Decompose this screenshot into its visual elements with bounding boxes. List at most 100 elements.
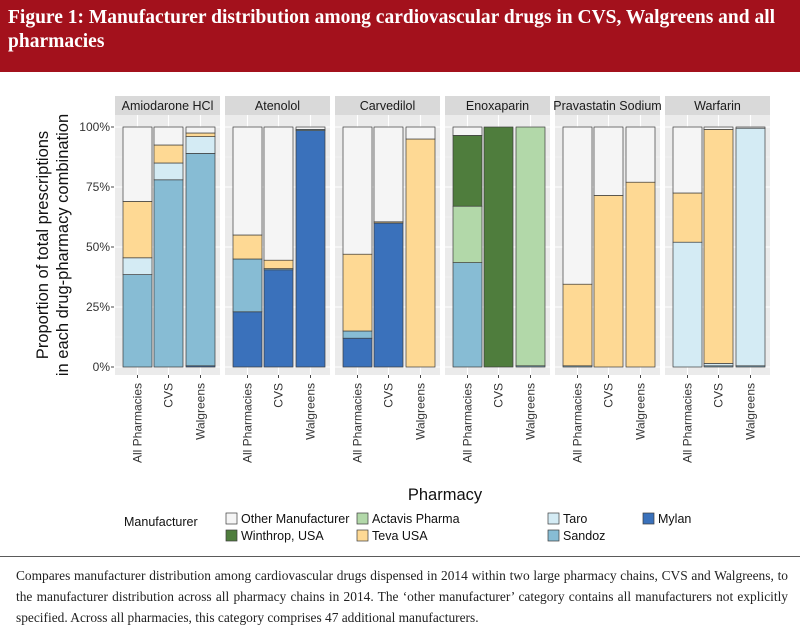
x-tick-label: All Pharmacies xyxy=(571,383,585,463)
bar-segment-amiodarone-hcl-walgreens-sandoz xyxy=(185,153,216,367)
bar-segment-atenolol-cvs-teva-usa xyxy=(263,259,294,269)
legend-label-actavis-pharma: Actavis Pharma xyxy=(372,512,460,526)
legend-label-mylan: Mylan xyxy=(658,512,691,526)
facet-strip xyxy=(115,96,220,115)
x-tick-label: Walgreens xyxy=(304,383,318,440)
bar-segment-atenolol-cvs-other-manufacturer xyxy=(263,126,294,261)
bar-segment-atenolol-all-pharmacies-other-manufacturer xyxy=(232,126,263,236)
facet-strip xyxy=(445,96,550,115)
facet-title-carvedilol: Carvedilol xyxy=(360,99,416,113)
bar-segment-carvedilol-cvs-other-manufacturer xyxy=(373,126,404,223)
x-tick-label: Walgreens xyxy=(744,383,758,440)
bar-segment-amiodarone-hcl-all-pharmacies-teva-usa xyxy=(122,201,153,259)
legend-swatch-winthrop-usa xyxy=(225,529,238,542)
facet-strip xyxy=(665,96,770,115)
bar-segment-enoxaparin-all-pharmacies-actavis-pharma xyxy=(452,205,483,263)
bar-segment-carvedilol-all-pharmacies-teva-usa xyxy=(342,253,373,332)
x-axis-label: Pharmacy xyxy=(408,486,483,504)
legend-label-winthrop-usa: Winthrop, USA xyxy=(241,529,324,543)
bar-segment-warfarin-all-pharmacies-other-manufacturer xyxy=(672,126,703,194)
legend-swatch-actavis-pharma xyxy=(356,512,369,525)
legend-label-other-manufacturer: Other Manufacturer xyxy=(241,512,349,526)
bar-segment-amiodarone-hcl-cvs-other-manufacturer xyxy=(153,126,184,146)
x-tick-label: All Pharmacies xyxy=(681,383,695,463)
legend-swatch-teva-usa xyxy=(356,529,369,542)
bar-segment-pravastatin-sodium-walgreens-teva-usa xyxy=(625,181,656,368)
facet-strip xyxy=(555,96,660,115)
y-tick-label: 100% xyxy=(79,120,110,134)
bar-segment-pravastatin-sodium-all-pharmacies-teva-usa xyxy=(562,283,593,367)
figure-caption: Compares manufacturer distribution among… xyxy=(0,556,800,632)
x-tick-label: CVS xyxy=(382,383,396,408)
x-tick-label: Walgreens xyxy=(634,383,648,440)
chart-area: 0% 25% 50% 75% 100% Proportion of total presc… xyxy=(0,74,800,556)
legend-label-sandoz: Sandoz xyxy=(563,529,605,543)
facet-title-atenolol: Atenolol xyxy=(255,99,300,113)
faceted-stacked-bar-chart: 0% 25% 50% 75% 100% Proportion of total presc… xyxy=(34,96,770,543)
x-tick-label: CVS xyxy=(602,383,616,408)
bar-segment-atenolol-all-pharmacies-teva-usa xyxy=(232,234,263,260)
bar-segment-pravastatin-sodium-walgreens-other-manufacturer xyxy=(625,126,656,183)
bar-segment-amiodarone-hcl-all-pharmacies-taro xyxy=(122,257,153,275)
y-tick-label: 25% xyxy=(86,300,110,314)
bar-segment-pravastatin-sodium-cvs-other-manufacturer xyxy=(593,126,624,196)
bar-segment-amiodarone-hcl-walgreens-other-manufacturer xyxy=(185,126,216,134)
bar-segment-atenolol-cvs-mylan xyxy=(263,269,294,368)
bar-segment-warfarin-walgreens-taro xyxy=(735,127,766,367)
legend-title: Manufacturer xyxy=(124,515,198,529)
bar-segment-carvedilol-all-pharmacies-mylan xyxy=(342,337,373,368)
bar-segment-enoxaparin-walgreens-actavis-pharma xyxy=(515,126,546,367)
bar-segment-amiodarone-hcl-cvs-sandoz xyxy=(153,179,184,368)
bar-segment-amiodarone-hcl-all-pharmacies-sandoz xyxy=(122,274,153,368)
bar-segment-amiodarone-hcl-all-pharmacies-other-manufacturer xyxy=(122,126,153,202)
x-tick-label: Walgreens xyxy=(194,383,208,440)
bar-segment-pravastatin-sodium-all-pharmacies-other-manufacturer xyxy=(562,126,593,285)
x-tick-label: CVS xyxy=(712,383,726,408)
y-axis-label: in each drug-pharmacy combination xyxy=(54,114,72,376)
bar-segment-atenolol-all-pharmacies-sandoz xyxy=(232,258,263,313)
bar-segment-carvedilol-cvs-mylan xyxy=(373,222,404,368)
legend-label-teva-usa: Teva USA xyxy=(372,529,428,543)
bar-segment-carvedilol-walgreens-teva-usa xyxy=(405,138,436,368)
bar-segment-amiodarone-hcl-cvs-teva-usa xyxy=(153,144,184,164)
x-tick-label: Walgreens xyxy=(414,383,428,440)
bar-segment-atenolol-all-pharmacies-mylan xyxy=(232,311,263,368)
bar-segment-warfarin-walgreens-other-manufacturer xyxy=(735,126,766,129)
y-tick-label: 0% xyxy=(93,360,111,374)
facet-title-enoxaparin: Enoxaparin xyxy=(466,99,529,113)
bar-segment-atenolol-walgreens-mylan xyxy=(295,130,326,368)
x-tick-label: Walgreens xyxy=(524,383,538,440)
legend-swatch-taro xyxy=(547,512,560,525)
legend-swatch-other-manufacturer xyxy=(225,512,238,525)
bar-segment-carvedilol-all-pharmacies-other-manufacturer xyxy=(342,126,373,255)
bar-segment-warfarin-cvs-teva-usa xyxy=(703,129,734,364)
y-tick-label: 75% xyxy=(86,180,110,194)
bar-segment-pravastatin-sodium-cvs-teva-usa xyxy=(593,195,624,368)
bar-segment-carvedilol-walgreens-other-manufacturer xyxy=(405,126,436,140)
x-tick-label: CVS xyxy=(492,383,506,408)
bar-segment-warfarin-cvs-taro xyxy=(703,363,734,367)
bar-segment-atenolol-walgreens-other-manufacturer xyxy=(295,126,326,130)
bar-segment-amiodarone-hcl-walgreens-teva-usa xyxy=(185,132,216,137)
facet-strip xyxy=(225,96,330,115)
bar-segment-warfarin-all-pharmacies-teva-usa xyxy=(672,192,703,243)
figure-title: Manufacturer distribution among cardiova… xyxy=(8,7,776,52)
x-tick-label: All Pharmacies xyxy=(351,383,365,463)
bar-segment-enoxaparin-all-pharmacies-winthrop-usa xyxy=(452,135,483,207)
x-tick-label: CVS xyxy=(272,383,286,408)
figure-header: Figure 1: Manufacturer distribution amon… xyxy=(0,0,800,72)
legend-swatch-mylan xyxy=(642,512,655,525)
x-tick-label: All Pharmacies xyxy=(461,383,475,463)
facet-title-pravastatin-sodium: Pravastatin Sodium xyxy=(553,99,661,113)
bar-segment-amiodarone-hcl-walgreens-taro xyxy=(185,136,216,154)
legend-label-taro: Taro xyxy=(563,512,587,526)
bar-segment-amiodarone-hcl-cvs-taro xyxy=(153,162,184,181)
facet-title-warfarin: Warfarin xyxy=(694,99,741,113)
bar-segment-warfarin-all-pharmacies-taro xyxy=(672,241,703,368)
bar-segment-enoxaparin-all-pharmacies-sandoz xyxy=(452,262,483,368)
legend-swatch-sandoz xyxy=(547,529,560,542)
figure-label: Figure 1: xyxy=(8,7,85,28)
facet-strip xyxy=(335,96,440,115)
y-tick-label: 50% xyxy=(86,240,110,254)
bar-segment-carvedilol-all-pharmacies-sandoz xyxy=(342,330,373,339)
